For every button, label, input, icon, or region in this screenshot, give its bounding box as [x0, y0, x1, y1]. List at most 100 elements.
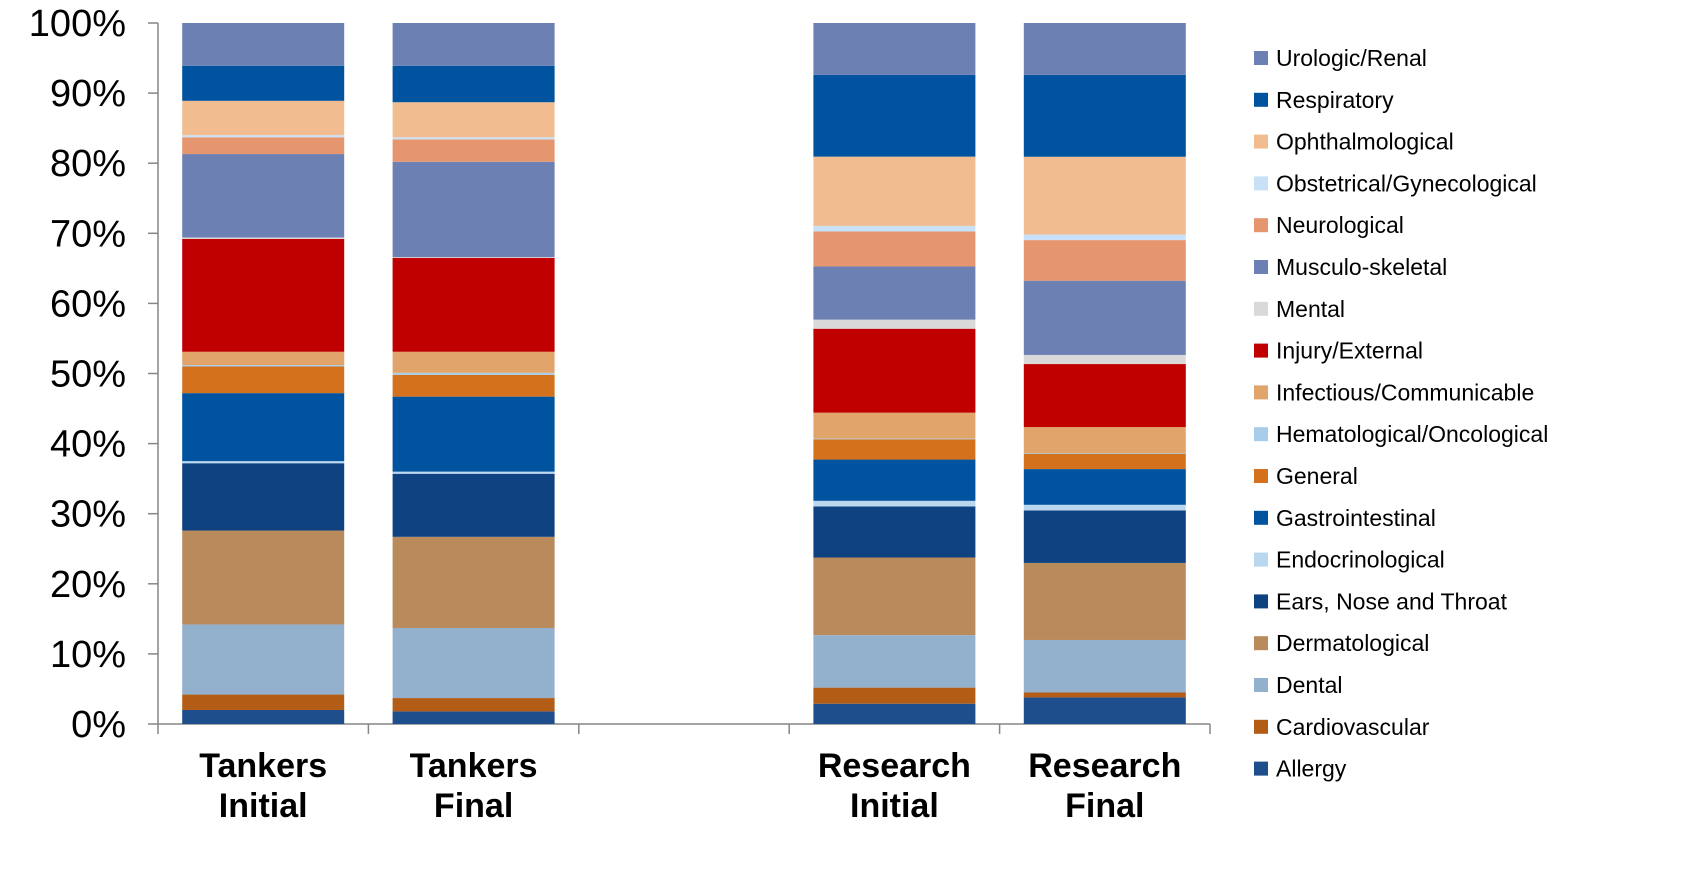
bar-segment-ophthalmological: [1023, 156, 1186, 235]
legend-swatch: [1254, 385, 1268, 400]
x-tick-label: Initial: [219, 787, 308, 825]
y-tick-label: 90%: [50, 73, 126, 115]
bar-segment-hematological-oncological: [813, 438, 976, 440]
legend-label: Neurological: [1276, 212, 1404, 238]
x-tick-label: Tankers: [410, 747, 538, 785]
x-tick-label: Research: [1028, 747, 1181, 785]
legend-item-allergy: Allergy: [1254, 756, 1347, 782]
bar-segment-dental: [392, 627, 555, 699]
x-tick-label: Research: [818, 747, 971, 785]
legend-swatch: [1254, 51, 1268, 65]
legend-item-dental: Dental: [1254, 672, 1342, 698]
legend-label: Cardiovascular: [1276, 714, 1430, 740]
bar-segment-urologic-renal: [813, 23, 976, 75]
bar-segment-gastrointestinal: [1023, 469, 1186, 505]
bar-segment-endocrinological: [182, 461, 345, 464]
bar-segment-musculo-skeletal: [392, 161, 555, 258]
legend-swatch: [1254, 427, 1268, 442]
legend-label: Dental: [1276, 672, 1342, 698]
bar-segment-mental: [182, 237, 345, 239]
bar-segment-urologic-renal: [182, 23, 345, 66]
legend-label: Urologic/Renal: [1276, 45, 1427, 71]
legend-swatch: [1254, 301, 1268, 316]
legend-item-injury-external: Injury/External: [1254, 338, 1423, 364]
bar-segment-ears-nose-and-throat: [813, 506, 976, 558]
legend-swatch: [1254, 636, 1268, 651]
bar-segment-hematological-oncological: [392, 372, 555, 375]
bar-segment-musculo-skeletal: [1023, 280, 1186, 355]
legend-item-neurological: Neurological: [1254, 212, 1404, 238]
legend-swatch: [1254, 343, 1268, 358]
bar-segment-ears-nose-and-throat: [1023, 510, 1186, 563]
y-tick-label: 0%: [71, 704, 126, 746]
bars: [182, 23, 1186, 724]
y-tick-label: 40%: [50, 424, 126, 466]
legend-label: Injury/External: [1276, 338, 1423, 364]
legend-swatch: [1254, 678, 1268, 692]
bar-segment-obstetrical-gynecological: [1023, 234, 1186, 241]
bar-segment-infectious-communicable: [182, 351, 345, 366]
bar-segment-general: [813, 439, 976, 460]
bar-segment-gastrointestinal: [182, 393, 345, 462]
bar-segment-dermatological: [392, 536, 555, 628]
y-tick-label: 20%: [50, 564, 126, 606]
x-tick-label: Final: [1065, 787, 1144, 825]
bar-segment-dermatological: [182, 530, 345, 625]
x-tick-label: Final: [434, 787, 513, 825]
x-tick-label: Tankers: [199, 747, 327, 785]
legend-item-mental: Mental: [1254, 296, 1345, 322]
legend-item-endocrinological: Endocrinological: [1254, 547, 1445, 573]
bar-segment-endocrinological: [1023, 504, 1186, 511]
bar-segment-dermatological: [1023, 562, 1186, 640]
bar-segment-hematological-oncological: [1023, 452, 1186, 454]
legend-swatch: [1254, 218, 1268, 233]
bar-segment-ophthalmological: [182, 100, 345, 136]
bar-segment-dental: [813, 635, 976, 688]
x-axis-tick-labels: TankersInitialTankersFinalResearchInitia…: [199, 747, 1181, 825]
bar-segment-cardiovascular: [813, 687, 976, 704]
bar-segment-endocrinological: [813, 500, 976, 507]
bar-segment-musculo-skeletal: [813, 266, 976, 320]
legend-item-general: General: [1254, 463, 1358, 489]
legend-item-cardiovascular: Cardiovascular: [1254, 714, 1430, 740]
legend-label: Musculo-skeletal: [1276, 254, 1447, 280]
bar-segment-respiratory: [182, 65, 345, 101]
legend-swatch: [1254, 510, 1268, 525]
bar-segment-ophthalmological: [813, 156, 976, 226]
bar-segment-infectious-communicable: [813, 412, 976, 439]
bar-segment-obstetrical-gynecological: [392, 137, 555, 140]
bar-segment-general: [182, 366, 345, 394]
bar-segment-neurological: [392, 139, 555, 162]
legend-swatch: [1254, 761, 1268, 776]
legend-item-urologic-renal: Urologic/Renal: [1254, 45, 1427, 71]
bar-segment-obstetrical-gynecological: [182, 135, 345, 138]
bar-segment-ophthalmological: [392, 102, 555, 138]
legend-label: Obstetrical/Gynecological: [1276, 170, 1537, 196]
x-tick-label: Initial: [850, 787, 939, 825]
legend-swatch: [1254, 260, 1268, 274]
legend-item-ophthalmological: Ophthalmological: [1254, 129, 1454, 155]
bar-segment-dental: [1023, 639, 1186, 693]
bar-segment-gastrointestinal: [813, 459, 976, 501]
legend-swatch: [1254, 719, 1268, 734]
y-tick-label: 70%: [50, 213, 126, 255]
legend-item-infectious-communicable: Infectious/Communicable: [1254, 379, 1534, 405]
y-tick-label: 80%: [50, 143, 126, 185]
bar-segment-urologic-renal: [392, 23, 555, 66]
bar-segment-endocrinological: [392, 471, 555, 474]
bar-segment-mental: [392, 257, 555, 258]
bar-segment-infectious-communicable: [392, 351, 555, 373]
legend-item-dermatological: Dermatological: [1254, 630, 1429, 656]
bar-segment-mental: [1023, 354, 1186, 365]
bar-segment-cardiovascular: [182, 694, 345, 710]
bar-segment-obstetrical-gynecological: [813, 225, 976, 232]
bar-segment-general: [1023, 453, 1186, 470]
legend-label: Mental: [1276, 296, 1345, 322]
legend-item-gastrointestinal: Gastrointestinal: [1254, 505, 1436, 531]
legend-item-musculo-skeletal: Musculo-skeletal: [1254, 254, 1447, 280]
legend-swatch: [1254, 469, 1268, 483]
legend-swatch: [1254, 594, 1268, 609]
bar-segment-dental: [182, 624, 345, 695]
